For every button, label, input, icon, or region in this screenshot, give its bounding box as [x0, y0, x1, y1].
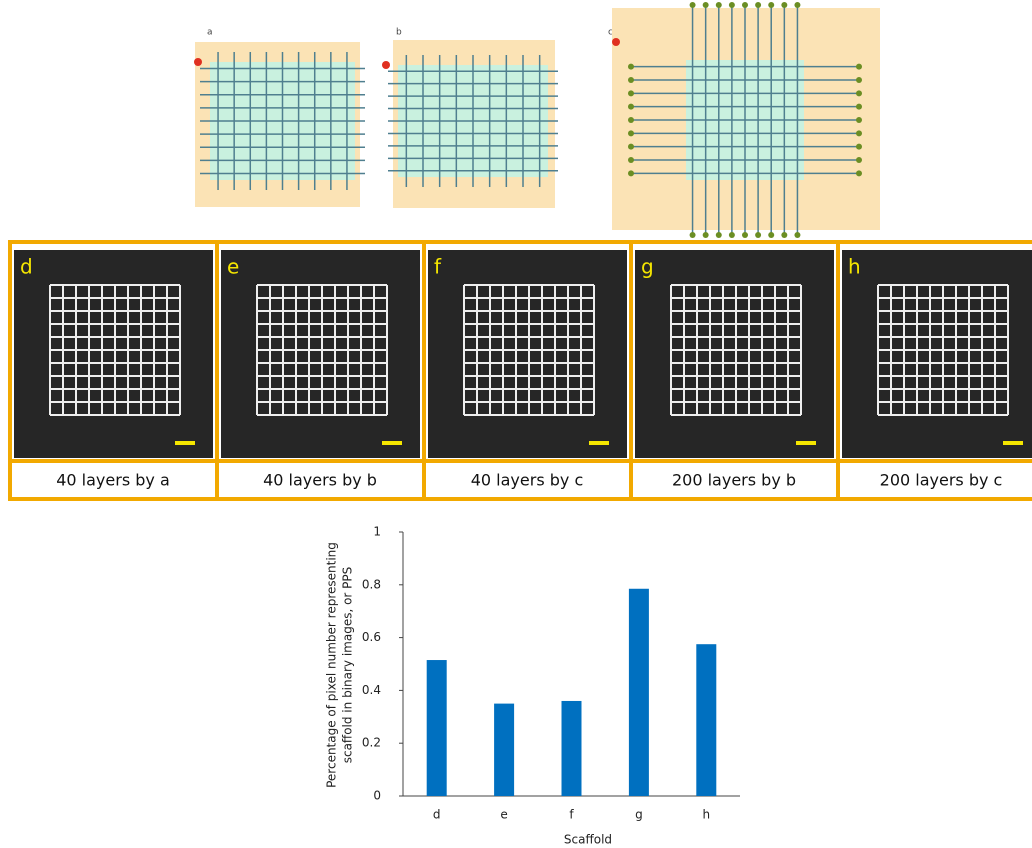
diagram-dot [856, 104, 862, 110]
photo [842, 250, 1032, 458]
start-point [612, 38, 620, 46]
y-tick-label: 1 [373, 525, 381, 539]
x-tick-label: d [433, 808, 441, 822]
diagram-label: a [207, 28, 213, 38]
diagram-dot [781, 232, 787, 238]
diagram-dot [703, 232, 709, 238]
diagram-dot [628, 64, 634, 70]
photo-label: d [20, 255, 33, 279]
photo [14, 250, 213, 458]
diagram-dot [856, 130, 862, 136]
diagram-dot [690, 2, 696, 8]
bar [696, 644, 716, 796]
photo [428, 250, 627, 458]
diagram-label: b [396, 28, 402, 38]
photo [221, 250, 420, 458]
photo-label: f [434, 255, 442, 279]
photo-label: e [227, 255, 239, 279]
scale-bar [1003, 441, 1023, 445]
photo-label: h [848, 255, 861, 279]
diagram-dot [628, 170, 634, 176]
diagram-dot [856, 77, 862, 83]
diagram-dot [856, 90, 862, 96]
scale-bar [589, 441, 609, 445]
caption: 40 layers by b [263, 471, 377, 490]
diagram-dot [716, 232, 722, 238]
diagram-dot [690, 232, 696, 238]
diagram-dot [729, 232, 735, 238]
x-tick-label: h [702, 808, 710, 822]
diagram-dot [781, 2, 787, 8]
diagram-dot [628, 104, 634, 110]
caption: 40 layers by a [56, 471, 170, 490]
diagram-dot [716, 2, 722, 8]
diagram-dot [856, 170, 862, 176]
figure: a b c Scaffold Percentage of pixel numbe… [0, 0, 1032, 848]
scale-bar [175, 441, 195, 445]
diagram-dot [703, 2, 709, 8]
diagram-dot [856, 64, 862, 70]
diagram-dot [768, 2, 774, 8]
x-axis-title: Scaffold [564, 833, 612, 847]
diagram-dot [856, 117, 862, 123]
diagram-dot [755, 232, 761, 238]
diagram-dot [628, 117, 634, 123]
y-axis-title: Percentage of pixel number representing [325, 542, 339, 788]
y-tick-label: 0.4 [362, 683, 381, 697]
diagram-dot [856, 144, 862, 150]
x-tick-label: e [500, 808, 507, 822]
diagram-dot [768, 232, 774, 238]
bar [629, 589, 649, 796]
diagram-dot [729, 2, 735, 8]
caption: 200 layers by b [672, 471, 796, 490]
diagram-dot [628, 90, 634, 96]
y-tick-label: 0.6 [362, 630, 381, 644]
bar [427, 660, 447, 796]
bar [494, 704, 514, 796]
y-tick-label: 0 [373, 789, 381, 803]
y-tick-label: 0.8 [362, 577, 381, 591]
x-tick-label: g [635, 808, 643, 822]
diagram-dot [794, 232, 800, 238]
photo-label: g [641, 255, 654, 279]
diagram-dot [755, 2, 761, 8]
start-point [194, 58, 202, 66]
bar [562, 701, 582, 796]
diagram-dot [628, 130, 634, 136]
start-point [382, 61, 390, 69]
diagram-dot [628, 157, 634, 163]
scale-bar [796, 441, 816, 445]
diagram-dot [742, 232, 748, 238]
x-tick-label: f [569, 808, 574, 822]
diagram-dot [628, 144, 634, 150]
y-axis-title: scaffold in binary images, or PPS [341, 567, 355, 764]
caption: 200 layers by c [880, 471, 1003, 490]
caption: 40 layers by c [471, 471, 584, 490]
y-tick-label: 0.2 [362, 736, 381, 750]
diagram-dot [794, 2, 800, 8]
diagram-dot [856, 157, 862, 163]
scale-bar [382, 441, 402, 445]
photo [635, 250, 834, 458]
diagram-dot [742, 2, 748, 8]
diagram-dot [628, 77, 634, 83]
